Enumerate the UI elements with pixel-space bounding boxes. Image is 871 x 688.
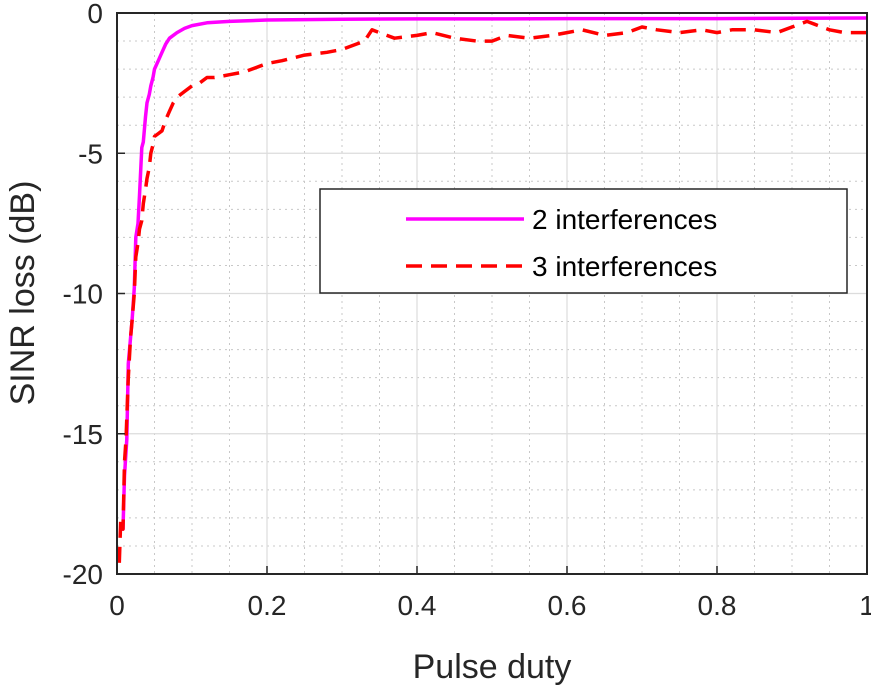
legend: 2 interferences 3 interferences bbox=[319, 188, 848, 294]
legend-label-2-interferences: 2 interferences bbox=[532, 204, 717, 235]
x-tick-label: 1 bbox=[859, 590, 871, 621]
series-layer bbox=[117, 16, 868, 563]
y-tick-label: -5 bbox=[78, 138, 103, 169]
y-axis-label: SINR loss (dB) bbox=[4, 181, 42, 406]
x-tick-label: 0.8 bbox=[698, 590, 737, 621]
x-axis-ticks: 0 0.2 0.4 0.6 0.8 1 bbox=[109, 566, 871, 621]
x-tick-label: 0.4 bbox=[398, 590, 437, 621]
y-tick-label: -15 bbox=[63, 419, 103, 450]
y-axis-ticks: -20 -15 -10 -5 0 bbox=[63, 0, 125, 590]
x-tick-label: 0 bbox=[109, 590, 125, 621]
x-tick-label: 0.6 bbox=[548, 590, 587, 621]
legend-box bbox=[319, 188, 848, 294]
legend-label-3-interferences: 3 interferences bbox=[532, 251, 717, 282]
y-tick-label: 0 bbox=[87, 0, 103, 29]
series-line-3-interferences bbox=[117, 19, 867, 563]
x-tick-label: 0.2 bbox=[248, 590, 287, 621]
x-axis-label: Pulse duty bbox=[413, 648, 572, 686]
y-tick-label: -10 bbox=[63, 279, 103, 310]
y-tick-label: -20 bbox=[63, 559, 103, 590]
